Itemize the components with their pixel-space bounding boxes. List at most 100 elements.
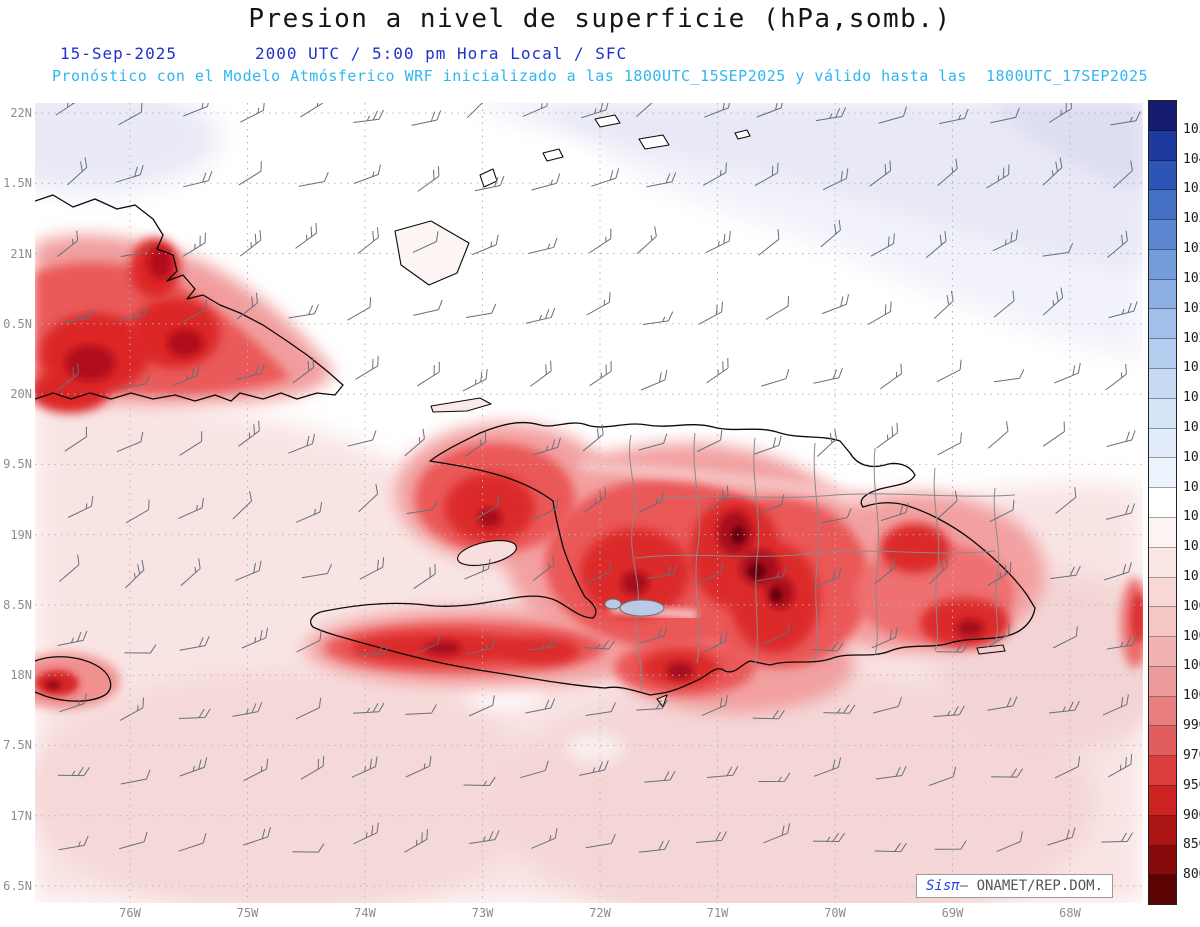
wind-barb: [867, 301, 892, 325]
lat-axis-label: 21N: [10, 246, 32, 261]
jamaica-coastline: [35, 656, 112, 702]
colorbar-swatch: [1149, 309, 1176, 340]
colorbar-swatch: [1149, 577, 1176, 608]
wind-barb: [1101, 832, 1133, 843]
colorbar-swatch: [1149, 756, 1176, 786]
colorbar-swatch: [1149, 190, 1176, 221]
wind-barb: [125, 499, 150, 524]
wind-barb: [183, 103, 211, 117]
wind-barb: [239, 229, 262, 257]
wind-barb: [579, 760, 609, 776]
colorbar-swatch: [1149, 666, 1176, 697]
colorbar-swatch: [1149, 785, 1176, 816]
wind-barb: [179, 636, 210, 651]
wind-barb: [757, 494, 785, 515]
wind-barb: [466, 638, 496, 655]
wind-barb: [765, 295, 790, 320]
lat-axis-label: 20N: [10, 387, 32, 402]
wind-barb: [811, 642, 844, 652]
wind-barb: [985, 624, 1010, 649]
wind-barb: [822, 168, 849, 191]
wind-barb: [178, 497, 205, 520]
wind-barb: [1108, 301, 1138, 319]
lat-axis-label: 9.5N: [3, 457, 32, 472]
wind-barb: [530, 360, 552, 387]
colorbar-swatch: [1149, 637, 1176, 667]
wind-barb: [118, 831, 148, 850]
wind-barb: [581, 103, 610, 119]
wind-barb: [469, 830, 500, 844]
wind-barb: [353, 822, 379, 845]
wind-barb: [295, 697, 322, 720]
wind-barb: [180, 558, 201, 587]
cuba-coastline: [35, 194, 344, 402]
wind-barb: [638, 840, 670, 853]
wind-barb: [243, 758, 269, 782]
pressure-shade-lavender-topleft: [35, 103, 220, 193]
wind-barb: [179, 431, 203, 456]
colorbar-tick-label: 1008: [1183, 598, 1200, 614]
wind-barb: [57, 363, 80, 391]
lon-axis-label: 70W: [824, 906, 846, 920]
wind-barb: [57, 630, 88, 646]
wind-barb: [353, 164, 382, 184]
wind-barb: [120, 769, 151, 785]
province-boundaries: [629, 432, 1016, 692]
lon-axis-label: 74W: [354, 906, 376, 920]
wind-barb: [937, 432, 962, 456]
wind-barb: [933, 290, 954, 319]
colorbar-tick-label: 900: [1183, 807, 1200, 823]
bahamas-island-3: [638, 134, 670, 150]
wind-barb: [989, 499, 1015, 523]
wind-barb: [463, 776, 496, 786]
colorbar-tick-label: 800: [1183, 867, 1200, 883]
wind-barb: [1107, 230, 1128, 258]
wind-barb: [817, 428, 837, 457]
wind-barb: [813, 757, 842, 777]
wind-barb: [869, 160, 892, 187]
colorbar-swatch: [1149, 101, 1176, 131]
wind-barb: [990, 107, 1020, 124]
wind-barb: [232, 490, 253, 520]
wind-barb: [413, 563, 436, 590]
colorbar-tick-label: 950: [1183, 777, 1200, 793]
colorbar-swatch: [1149, 607, 1176, 638]
colorbar-tick-label: 850: [1183, 837, 1200, 853]
wind-barb: [292, 357, 315, 384]
wind-barb: [183, 171, 213, 188]
wind-barb: [706, 485, 729, 512]
wind-barb: [64, 426, 87, 452]
lon-axis-label: 68W: [1059, 906, 1081, 920]
colorbar-swatch: [1149, 845, 1176, 876]
wind-barb: [582, 424, 604, 452]
wind-barb: [870, 233, 895, 257]
wind-barb: [986, 164, 1010, 189]
wind-barb: [585, 702, 616, 716]
colorbar-tick-label: 1006: [1183, 628, 1200, 644]
wind-barb: [993, 368, 1025, 383]
wind-barb: [235, 363, 265, 381]
wind-barb: [173, 365, 200, 386]
great-inagua-island: [394, 220, 470, 286]
wind-barb: [64, 308, 95, 323]
wind-barb: [464, 558, 491, 580]
wind-barb: [1055, 487, 1077, 514]
wind-barb: [928, 766, 957, 787]
wind-barb: [59, 693, 88, 713]
wind-barb: [300, 755, 325, 780]
wind-barb: [357, 645, 390, 655]
wind-barb: [414, 633, 441, 655]
wind-barb: [124, 559, 145, 589]
wind-barb: [938, 108, 969, 125]
colorbar-swatch: [1149, 220, 1176, 250]
wind-barb: [241, 627, 269, 649]
wind-barb: [757, 566, 787, 582]
wind-barb: [1106, 635, 1138, 650]
wind-barb: [67, 496, 94, 518]
wind-barb: [758, 229, 780, 256]
wind-barb: [987, 561, 1012, 586]
wind-barb: [353, 109, 384, 123]
wind-barb: [1050, 565, 1081, 580]
wind-barb: [584, 486, 606, 513]
wind-barb: [586, 292, 611, 316]
